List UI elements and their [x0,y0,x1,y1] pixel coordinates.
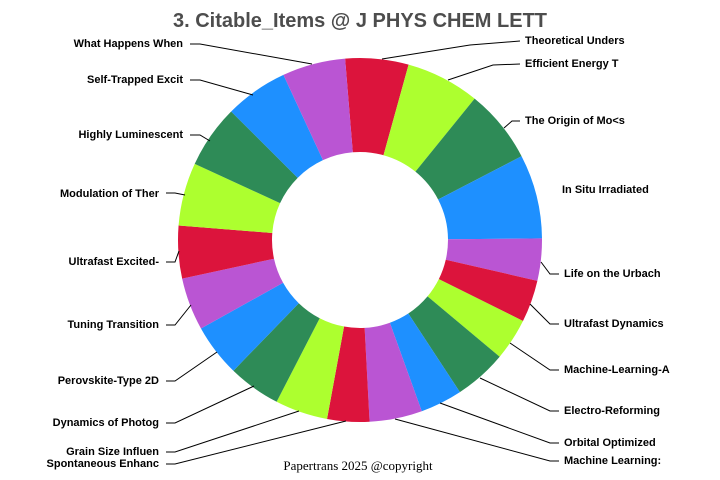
donut-slice [345,57,409,156]
slice-label: Machine Learning: [564,455,661,467]
slice-label: Theoretical Unders [525,35,625,47]
leader-line [190,79,254,96]
leader-line [540,261,559,275]
leader-line [479,377,559,412]
slice-label: Machine-Learning-A [564,364,670,376]
slice-label: Perovskite-Type 2D [58,375,159,387]
donut-slice [231,74,323,178]
donut-slice [383,64,475,172]
donut-slice [200,282,299,371]
slice-labels: Theoretical Unders Efficient Energy T The … [47,35,670,470]
donut-slice [445,238,542,281]
leader-line [166,250,180,263]
leader-line [166,420,347,465]
copyright-footer: Papertrans 2025 @copyright [283,458,433,473]
donut-slice [283,58,353,161]
donut-slice [415,98,522,200]
slice-label: Life on the Urbach [564,268,661,280]
donut-slice [178,163,281,234]
donut-slice [438,259,538,321]
leader-line [509,342,559,371]
leader-line [166,192,186,196]
donut-slice [194,111,298,204]
slice-label: Grain Size Influen [66,446,159,458]
donut-slice [177,225,275,279]
donut-slice [427,279,523,357]
slice-label: Tuning Transition [68,319,160,331]
slice-label: The Origin of Mo<s [525,115,625,127]
donut-slice [182,258,284,329]
slice-label: Ultrafast Dynamics [564,318,664,330]
leader-line [190,43,313,65]
leader-lines [166,40,559,465]
leader-line [503,120,520,129]
leader-line [439,402,559,444]
leader-line [381,40,521,60]
leader-line [166,410,300,453]
slice-label: Self-Trapped Excit [87,74,183,86]
donut-slice [408,296,500,393]
leader-line [190,134,211,142]
leader-line [166,351,218,382]
slice-label: Electro-Reforming [564,405,660,417]
leader-line [394,418,559,462]
slice-label: In Situ Irradiated [562,184,649,196]
leader-line [447,63,521,81]
chart-title: 3. Citable_Items @ J PHYS CHEM LETT [173,10,547,32]
slice-label: Efficient Energy T [525,58,619,70]
slice-label: Dynamics of Photog [53,417,159,429]
donut-slice [389,313,460,412]
slice-label: What Happens When [74,38,184,50]
leader-line [529,303,559,325]
slice-label: Highly Luminescent [78,129,183,141]
slice-label: Ultrafast Excited- [69,256,160,268]
donut-slices [177,57,542,422]
slice-label: Orbital Optimized [564,437,656,449]
donut-slice [276,318,345,419]
donut-slice [364,322,422,422]
donut-slice [438,156,542,240]
leader-line [166,385,255,424]
leader-line [166,304,192,326]
donut-slice [233,303,320,402]
slice-label: Spontaneous Enhanc [47,458,159,470]
slice-label: Modulation of Ther [60,188,160,200]
donut-slice [327,326,370,422]
